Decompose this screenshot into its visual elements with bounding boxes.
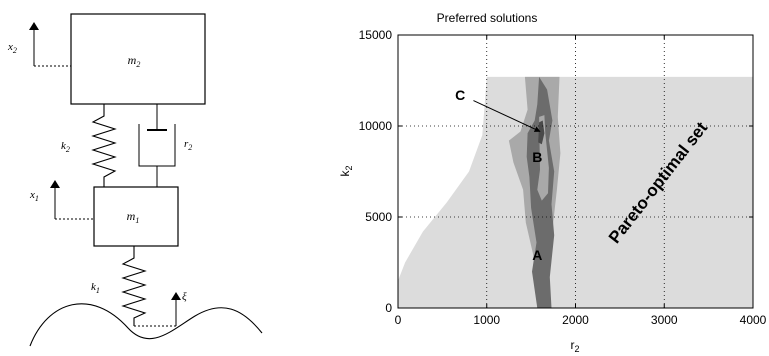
x-tick-label: 4000 bbox=[740, 313, 767, 327]
y-tick-label: 10000 bbox=[359, 119, 393, 133]
spring-k2-label: k2 bbox=[61, 140, 70, 154]
chart-gridlines bbox=[398, 35, 753, 308]
mass-m1-block bbox=[93, 186, 179, 247]
pareto-chart: Preferred solutions 0 1000 2000 3000 4000 0 50… bbox=[338, 11, 767, 354]
spring-k1-label: k1 bbox=[91, 281, 100, 295]
annotation-c: C bbox=[455, 87, 465, 103]
y-tick-label: 5000 bbox=[365, 210, 392, 224]
damper-r2-label: r2 bbox=[184, 138, 192, 152]
axis-ticks: 0 1000 2000 3000 4000 0 5000 10000 15000 bbox=[359, 28, 767, 327]
xi-arrow-head bbox=[171, 292, 181, 300]
xi-label: ξ bbox=[182, 291, 187, 303]
region-pareto-optimal-set bbox=[398, 76, 753, 309]
spring-k1 bbox=[121, 246, 147, 326]
spring-k2 bbox=[91, 104, 117, 187]
y-tick-label: 15000 bbox=[359, 28, 393, 42]
y-axis-label: k2 bbox=[338, 165, 354, 176]
x1-arrow-head bbox=[50, 180, 60, 188]
x-tick-label: 1000 bbox=[473, 313, 500, 327]
region-c bbox=[538, 120, 545, 145]
mass-m1-label: m1 bbox=[127, 209, 140, 225]
x-tick-label: 0 bbox=[395, 313, 402, 327]
annotation-b: B bbox=[532, 149, 542, 165]
x-axis-label: r2 bbox=[570, 338, 579, 354]
y-tick-label: 0 bbox=[385, 301, 392, 315]
x-tick-label: 2000 bbox=[562, 313, 589, 327]
pointer-arrow bbox=[473, 100, 541, 132]
x-tick-label: 3000 bbox=[651, 313, 678, 327]
mass-m2-label: m2 bbox=[128, 53, 141, 69]
chart-title: Preferred solutions bbox=[437, 11, 538, 25]
annotation-a: A bbox=[532, 247, 542, 263]
x2-label: x2 bbox=[7, 41, 17, 55]
road-profile bbox=[29, 303, 263, 347]
x1-label: x1 bbox=[29, 189, 39, 203]
mass-m2-block bbox=[70, 13, 206, 105]
x2-arrow-head bbox=[29, 22, 39, 30]
solution-regions bbox=[398, 76, 753, 309]
quarter-car-model: m2 x2 k2 r2 m1 x1 k1 ξ bbox=[7, 13, 263, 347]
